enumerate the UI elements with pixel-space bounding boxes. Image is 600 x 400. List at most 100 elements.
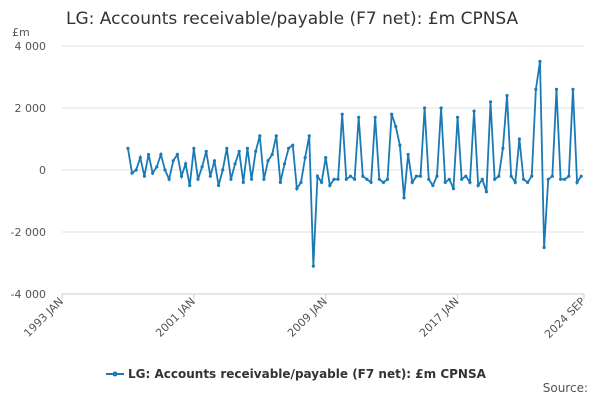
x-tick-label: 2017 JAN — [417, 295, 462, 340]
data-point — [567, 174, 571, 178]
x-tick-label: 2009 JAN — [285, 295, 330, 340]
data-point — [299, 180, 303, 184]
data-point — [369, 180, 373, 184]
data-point — [258, 134, 262, 138]
data-point — [558, 177, 563, 181]
data-point — [155, 165, 159, 169]
data-point — [579, 174, 583, 178]
data-point — [480, 177, 484, 181]
data-point — [534, 87, 538, 91]
data-point — [229, 177, 233, 181]
y-axis-label: £m — [12, 26, 30, 39]
y-tick-label: 2 000 — [15, 102, 47, 115]
data-point — [398, 143, 402, 147]
data-point — [451, 187, 456, 191]
x-tick-label: 1993 JAN — [21, 295, 66, 340]
data-point — [336, 177, 340, 181]
data-point — [324, 156, 328, 160]
data-point — [460, 177, 464, 181]
data-point — [340, 112, 344, 116]
data-point — [303, 156, 307, 160]
data-line — [127, 61, 582, 267]
data-point — [311, 264, 315, 268]
data-point — [488, 100, 493, 104]
data-point — [550, 174, 554, 178]
data-point — [385, 177, 390, 181]
data-point — [344, 177, 348, 181]
data-point — [159, 152, 163, 157]
data-point — [245, 146, 250, 150]
data-point — [216, 183, 221, 188]
data-point — [274, 134, 278, 138]
legend-label: LG: Accounts receivable/payable (F7 net)… — [128, 367, 487, 381]
data-point — [352, 177, 357, 181]
data-point — [410, 180, 414, 184]
data-point — [476, 183, 480, 188]
data-point — [126, 146, 130, 150]
data-point — [505, 94, 509, 98]
data-point — [443, 180, 447, 184]
data-point — [513, 180, 517, 184]
data-point — [146, 152, 151, 157]
data-point — [521, 177, 526, 181]
data-point — [554, 87, 559, 91]
data-point — [163, 168, 167, 172]
data-point — [542, 245, 546, 250]
data-point — [361, 174, 365, 178]
data-point — [439, 106, 443, 110]
data-point — [204, 149, 208, 153]
legend-marker — [112, 371, 118, 377]
y-tick-label: -2 000 — [11, 226, 46, 239]
data-point — [455, 115, 460, 119]
data-point — [208, 174, 212, 178]
data-point — [212, 159, 217, 163]
data-point — [472, 109, 476, 113]
data-point — [571, 87, 575, 91]
data-point — [175, 152, 179, 157]
data-point — [468, 180, 472, 184]
data-point — [373, 115, 377, 119]
data-point — [138, 156, 142, 160]
data-point — [225, 146, 229, 150]
data-point — [517, 137, 521, 141]
data-point — [241, 180, 245, 184]
data-point — [221, 168, 225, 172]
data-point — [390, 112, 394, 116]
data-point — [563, 177, 567, 181]
data-point — [427, 177, 431, 181]
data-point — [319, 180, 324, 184]
data-point — [315, 174, 320, 178]
data-point — [406, 152, 410, 157]
data-point — [196, 177, 200, 181]
data-point — [414, 174, 418, 178]
y-tick-label: 0 — [39, 164, 46, 177]
data-point — [142, 174, 147, 178]
data-point — [575, 180, 579, 184]
data-point — [394, 125, 398, 129]
y-tick-label: 4 000 — [15, 40, 47, 53]
data-point — [464, 174, 468, 178]
data-point — [171, 159, 175, 163]
data-point — [484, 190, 489, 194]
data-point — [357, 115, 361, 119]
data-point — [287, 146, 291, 150]
data-point — [262, 177, 266, 181]
data-point — [151, 171, 155, 175]
data-point — [188, 183, 192, 188]
data-point — [501, 146, 505, 150]
data-point — [282, 162, 287, 166]
data-point — [328, 183, 332, 188]
data-point — [381, 180, 386, 184]
data-point — [184, 162, 188, 166]
data-point — [402, 196, 406, 200]
data-point — [509, 174, 513, 178]
data-point — [278, 180, 282, 184]
data-point — [332, 177, 336, 181]
data-point — [254, 149, 258, 153]
data-point — [291, 143, 295, 147]
data-point — [179, 174, 184, 178]
y-tick-label: -4 000 — [11, 288, 46, 301]
data-point — [233, 162, 237, 166]
data-point — [530, 174, 534, 178]
